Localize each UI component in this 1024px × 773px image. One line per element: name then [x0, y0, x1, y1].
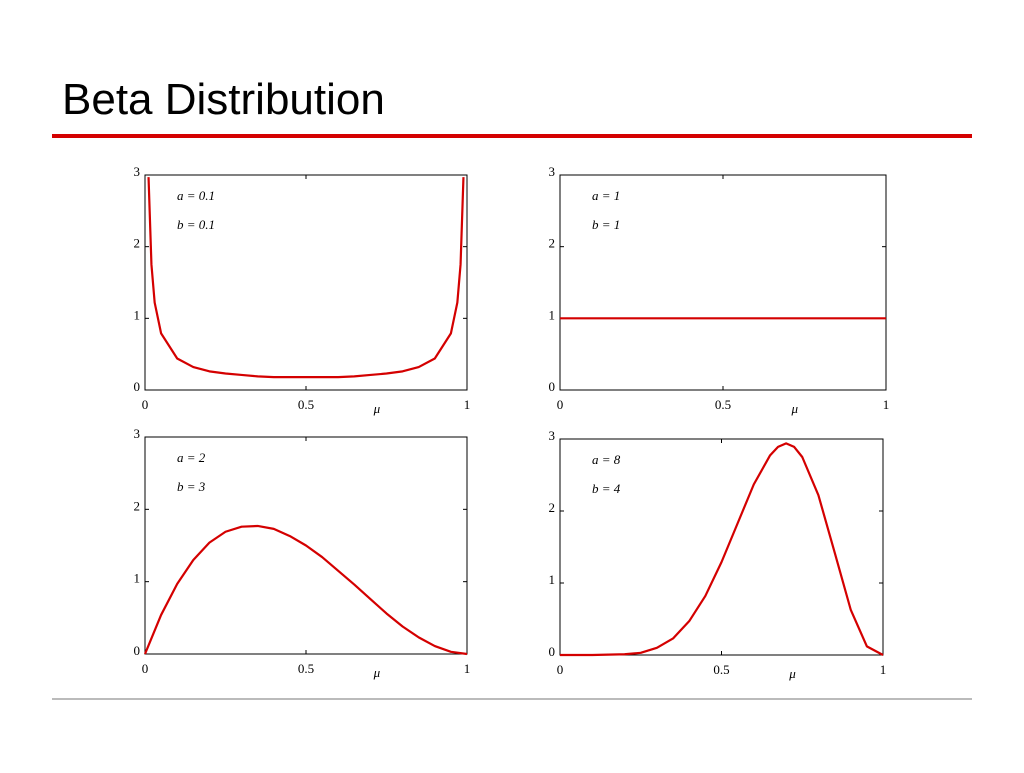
x-tick-label: 0.5 — [713, 662, 729, 677]
annotation: b = 0.1 — [177, 217, 215, 232]
x-tick-label: 1 — [880, 662, 887, 677]
chart: 0 1 2 3 0 0.5 1 μ a = 8 b = 4 — [549, 428, 887, 681]
plot-frame — [144, 174, 468, 391]
annotation: a = 1 — [592, 188, 620, 203]
y-tick-label: 3 — [549, 428, 556, 443]
x-tick-label: 0 — [142, 397, 149, 412]
y-tick-label: 3 — [134, 426, 141, 441]
y-tick-label: 2 — [134, 236, 141, 251]
annotation: a = 8 — [592, 452, 621, 467]
annotation: b = 1 — [592, 217, 620, 232]
y-tick-label: 1 — [549, 572, 556, 587]
x-tick-label: 0.5 — [298, 397, 314, 412]
x-tick-label: 0.5 — [715, 397, 731, 412]
y-tick-label: 3 — [134, 164, 141, 179]
annotation: b = 3 — [177, 479, 206, 494]
y-tick-label: 0 — [134, 379, 141, 394]
x-tick-label: 0 — [557, 397, 564, 412]
x-tick-label: 0 — [557, 662, 564, 677]
y-tick-label: 1 — [549, 307, 556, 322]
chart: 0 1 2 3 0 0.5 1 μ a = 0.1 b = 0.1 — [134, 164, 471, 416]
curve — [143, 524, 468, 656]
x-tick-label: 0 — [142, 661, 149, 676]
x-axis-label: μ — [373, 665, 381, 680]
y-tick-label: 1 — [134, 571, 141, 586]
x-axis-label: μ — [788, 666, 796, 681]
plot-frame — [559, 438, 884, 656]
curve — [147, 177, 465, 379]
chart: 0 1 2 3 0 0.5 1 μ a = 1 b = 1 — [549, 164, 890, 416]
curve — [560, 442, 884, 657]
y-tick-label: 0 — [549, 644, 556, 659]
y-tick-label: 2 — [549, 236, 556, 251]
x-axis-label: μ — [790, 401, 798, 416]
chart: 0 1 2 3 0 0.5 1 μ a = 2 b = 3 — [134, 426, 471, 680]
y-tick-label: 2 — [549, 500, 556, 515]
annotation: a = 2 — [177, 450, 206, 465]
y-tick-label: 1 — [134, 307, 141, 322]
y-tick-label: 0 — [549, 379, 556, 394]
x-tick-label: 1 — [464, 661, 471, 676]
y-tick-label: 2 — [134, 498, 141, 513]
annotation: b = 4 — [592, 481, 621, 496]
x-tick-label: 1 — [464, 397, 471, 412]
x-axis-label: μ — [373, 401, 381, 416]
y-tick-label: 0 — [134, 643, 141, 658]
plot-frame — [559, 174, 887, 391]
x-tick-label: 0.5 — [298, 661, 314, 676]
y-tick-label: 3 — [549, 164, 556, 179]
x-tick-label: 1 — [883, 397, 890, 412]
annotation: a = 0.1 — [177, 188, 215, 203]
slide-title: Beta Distribution — [62, 75, 385, 124]
